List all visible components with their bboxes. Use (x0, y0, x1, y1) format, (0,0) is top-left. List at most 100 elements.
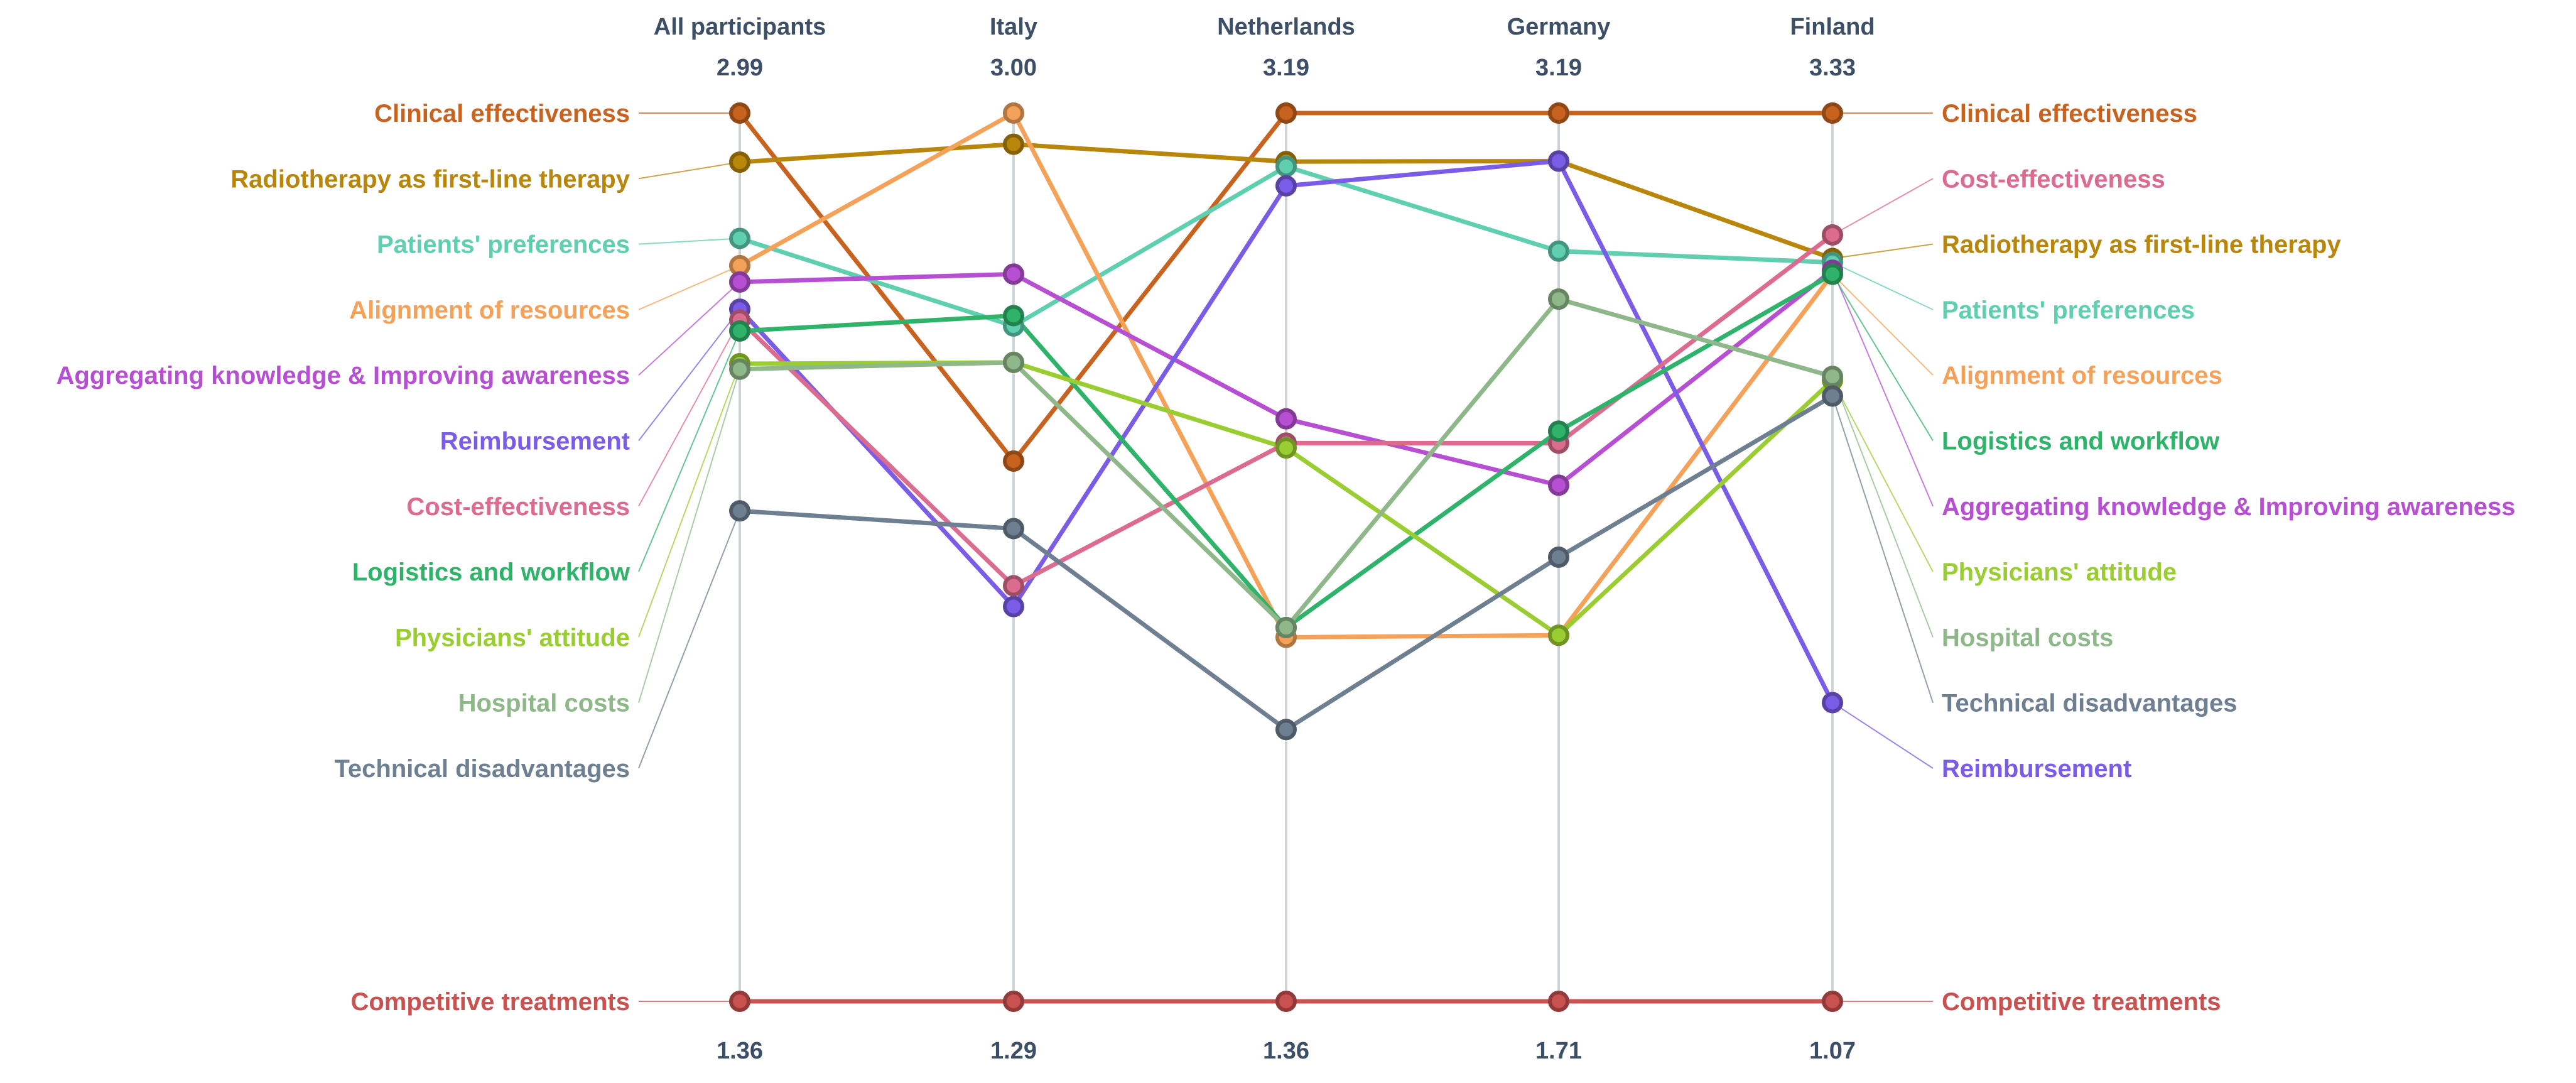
right-connector-physicians-attitude (1832, 379, 1934, 572)
point-aggregating-knowledge-improving-awareness-italy (1003, 263, 1024, 285)
left-connector-technical-disadvantages (638, 510, 740, 769)
right-connector-hospital-costs (1832, 376, 1934, 638)
point-technical-disadvantages-italy (1003, 518, 1024, 540)
right-connector-aggregating-knowledge-improving-awareness (1832, 269, 1934, 507)
point-technical-disadvantages-germany (1548, 547, 1569, 568)
right-label-logistics-and-workflow: Logistics and workflow (1942, 428, 2220, 455)
point-reimbursement-italy (1003, 596, 1024, 618)
point-hospital-costs-finland (1822, 366, 1843, 388)
axis-min-italy: 1.29 (990, 1038, 1037, 1064)
axis-max-italy: 3.00 (990, 55, 1037, 81)
right-connector-radiotherapy-as-first-line-therapy (1832, 243, 1934, 259)
left-label-radiotherapy-as-first-line-therapy: Radiotherapy as first-line therapy (230, 165, 630, 193)
point-clinical-effectiveness-italy (1003, 450, 1024, 472)
right-connector-patients-preferences (1832, 261, 1934, 310)
point-logistics-and-workflow-all-participants (729, 320, 750, 342)
point-technical-disadvantages-all-participants (729, 500, 750, 522)
point-patients-preferences-germany (1548, 240, 1569, 262)
right-connector-technical-disadvantages (1832, 396, 1934, 704)
axis-min-netherlands: 1.36 (1263, 1038, 1309, 1064)
category-axes (739, 113, 1834, 1001)
left-label-aggregating-knowledge-improving-awareness: Aggregating knowledge & Improving awaren… (56, 362, 630, 389)
left-label-patients-preferences: Patients' preferences (377, 231, 630, 259)
data-points (729, 102, 1843, 1012)
left-connector-reimbursement (638, 308, 740, 442)
point-technical-disadvantages-netherlands (1275, 719, 1297, 741)
left-label-hospital-costs: Hospital costs (458, 690, 630, 717)
left-label-alignment-of-resources: Alignment of resources (349, 297, 630, 324)
point-cost-effectiveness-italy (1003, 575, 1024, 597)
point-physicians-attitude-netherlands (1275, 437, 1297, 459)
right-connector-alignment-of-resources (1832, 273, 1934, 376)
point-competitive-treatments-germany (1548, 991, 1569, 1012)
axis-max-finland: 3.33 (1809, 55, 1856, 81)
point-competitive-treatments-all-participants (729, 991, 750, 1012)
axis-min-all-participants: 1.36 (717, 1038, 763, 1064)
point-radiotherapy-as-first-line-therapy-italy (1003, 133, 1024, 155)
category-header-all-participants: All participants (654, 14, 826, 40)
right-label-alignment-of-resources: Alignment of resources (1942, 362, 2222, 389)
right-label-technical-disadvantages: Technical disadvantages (1942, 690, 2238, 717)
point-competitive-treatments-italy (1003, 991, 1024, 1012)
point-reimbursement-netherlands (1275, 175, 1297, 197)
point-patients-preferences-netherlands (1275, 155, 1297, 177)
point-aggregating-knowledge-improving-awareness-netherlands (1275, 408, 1297, 430)
point-physicians-attitude-germany (1548, 624, 1569, 646)
right-label-radiotherapy-as-first-line-therapy: Radiotherapy as first-line therapy (1942, 231, 2341, 259)
right-label-reimbursement: Reimbursement (1942, 755, 2131, 783)
right-label-aggregating-knowledge-improving-awareness: Aggregating knowledge & Improving awaren… (1942, 493, 2516, 521)
point-logistics-and-workflow-finland (1822, 263, 1843, 285)
left-connector-cost-effectiveness (638, 320, 740, 507)
point-hospital-costs-netherlands (1275, 617, 1297, 639)
axis-min-germany: 1.71 (1535, 1038, 1582, 1064)
left-connector-patients-preferences (638, 237, 740, 245)
left-label-cost-effectiveness: Cost-effectiveness (406, 493, 630, 521)
point-clinical-effectiveness-germany (1548, 102, 1569, 124)
right-label-patients-preferences: Patients' preferences (1942, 297, 2195, 324)
series-labels: Clinical effectiveness Clinical effective… (56, 100, 2515, 1016)
point-aggregating-knowledge-improving-awareness-all-participants (729, 271, 750, 293)
axis-min-finland: 1.07 (1809, 1038, 1856, 1064)
point-alignment-of-resources-italy (1003, 102, 1024, 124)
point-clinical-effectiveness-netherlands (1275, 102, 1297, 124)
point-hospital-costs-all-participants (729, 358, 750, 380)
right-label-hospital-costs: Hospital costs (1942, 624, 2113, 651)
point-aggregating-knowledge-improving-awareness-germany (1548, 474, 1569, 496)
category-headers: All participants 2.99 1.36 Italy 3.00 1.29 Net… (654, 14, 1875, 1064)
left-connector-hospital-costs (638, 369, 740, 703)
point-technical-disadvantages-finland (1822, 385, 1843, 407)
category-header-netherlands: Netherlands (1217, 14, 1355, 40)
point-clinical-effectiveness-all-participants (729, 102, 750, 124)
label-connectors (638, 112, 1934, 1002)
right-label-competitive-treatments: Competitive treatments (1942, 988, 2221, 1016)
axis-max-all-participants: 2.99 (717, 55, 763, 81)
left-label-technical-disadvantages: Technical disadvantages (334, 755, 630, 783)
left-label-physicians-attitude: Physicians' attitude (395, 624, 630, 651)
left-label-clinical-effectiveness: Clinical effectiveness (374, 100, 630, 128)
category-header-germany: Germany (1507, 14, 1611, 40)
right-label-physicians-attitude: Physicians' attitude (1942, 558, 2177, 586)
point-reimbursement-germany (1548, 150, 1569, 172)
point-hospital-costs-italy (1003, 351, 1024, 373)
right-connector-reimbursement (1832, 702, 1934, 769)
point-hospital-costs-germany (1548, 288, 1569, 310)
point-competitive-treatments-finland (1822, 991, 1843, 1012)
left-label-competitive-treatments: Competitive treatments (350, 988, 630, 1016)
left-connector-alignment-of-resources (638, 264, 740, 310)
left-connector-physicians-attitude (638, 363, 740, 638)
right-label-clinical-effectiveness: Clinical effectiveness (1942, 100, 2197, 128)
point-reimbursement-finland (1822, 692, 1843, 714)
left-label-logistics-and-workflow: Logistics and workflow (352, 558, 630, 586)
point-cost-effectiveness-finland (1822, 224, 1843, 246)
category-header-finland: Finland (1790, 14, 1875, 40)
point-logistics-and-workflow-germany (1548, 420, 1569, 442)
left-label-reimbursement: Reimbursement (440, 428, 630, 455)
left-connector-logistics-and-workflow (638, 330, 740, 572)
category-header-italy: Italy (990, 14, 1037, 40)
point-logistics-and-workflow-italy (1003, 305, 1024, 327)
right-connector-logistics-and-workflow (1832, 274, 1934, 442)
right-connector-cost-effectiveness (1832, 178, 1934, 236)
left-connector-aggregating-knowledge-improving-awareness (638, 281, 740, 376)
point-radiotherapy-as-first-line-therapy-all-participants (729, 151, 750, 173)
